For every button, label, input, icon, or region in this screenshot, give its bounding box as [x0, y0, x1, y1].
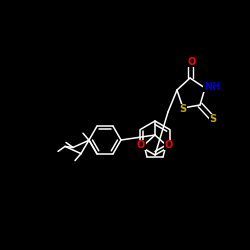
- Text: S: S: [180, 104, 186, 114]
- Text: O: O: [137, 140, 145, 150]
- Text: S: S: [210, 114, 216, 124]
- Text: NH: NH: [204, 82, 220, 92]
- Text: O: O: [165, 140, 173, 150]
- Text: O: O: [188, 57, 196, 67]
